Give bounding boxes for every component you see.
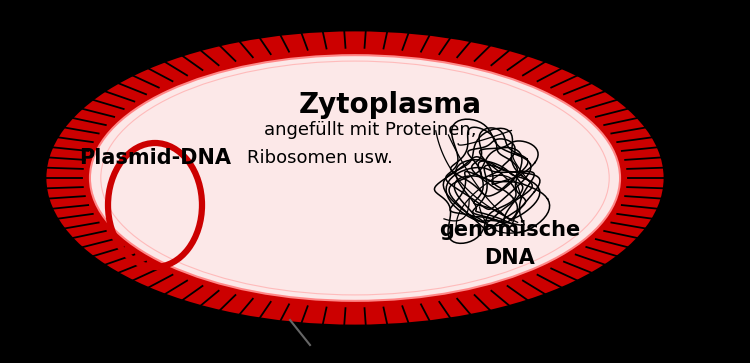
Text: Zytoplasma: Zytoplasma [298, 91, 482, 119]
Text: angefüllt mit Proteinen,: angefüllt mit Proteinen, [264, 121, 476, 139]
Text: DNA: DNA [484, 248, 536, 268]
Text: genomische: genomische [440, 220, 580, 240]
Text: Plasmid-DNA: Plasmid-DNA [79, 148, 231, 168]
Ellipse shape [45, 30, 665, 326]
Text: Ribosomen usw.: Ribosomen usw. [247, 149, 393, 167]
Ellipse shape [90, 55, 620, 301]
